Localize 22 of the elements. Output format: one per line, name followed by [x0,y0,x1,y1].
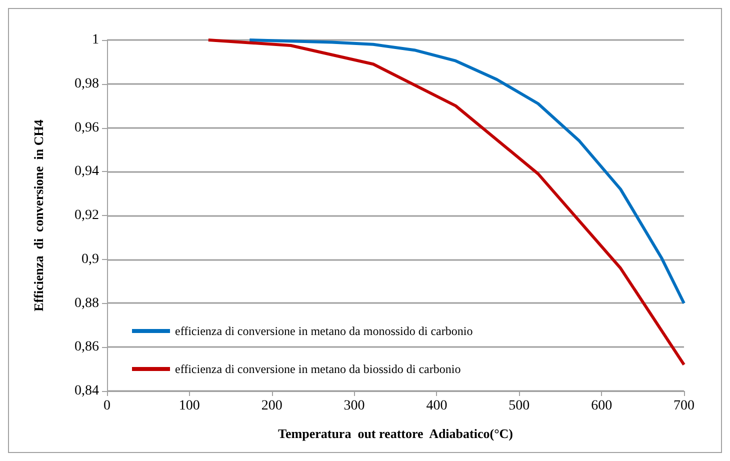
y-tick-label: 0,88 [74,296,99,311]
y-tick-label: 0,9 [82,252,99,267]
y-tick-label: 0,96 [74,120,99,136]
x-axis-title: Temperatura out reattore Adiabatico(°C) [278,426,513,441]
x-tick-label: 400 [426,398,448,414]
legend-label: efficienza di conversione in metano da monossido di carbonio [175,324,473,338]
x-tick-label: 300 [344,398,365,414]
x-tick-label: 600 [591,398,612,414]
y-tick-label: 1 [92,32,99,48]
y-tick-label: 0,92 [74,208,99,223]
line-series [248,38,686,305]
y-tick-label: 0,86 [74,340,99,355]
x-tick-label: 700 [674,398,694,414]
y-tick-label: 0,94 [74,164,99,180]
x-tick-label: 500 [508,398,530,414]
y-tick-label: 0,98 [74,76,99,92]
legend-label: efficienza di conversione in metano da biossido di carbonio [175,362,461,376]
y-tick-label: 0,84 [74,384,99,398]
y-axis-title: Efficienza di conversione in CH4 [31,119,46,312]
x-tick-label: 100 [178,398,200,414]
x-tick-label: 200 [261,398,282,414]
x-tick-label: 0 [104,398,110,414]
